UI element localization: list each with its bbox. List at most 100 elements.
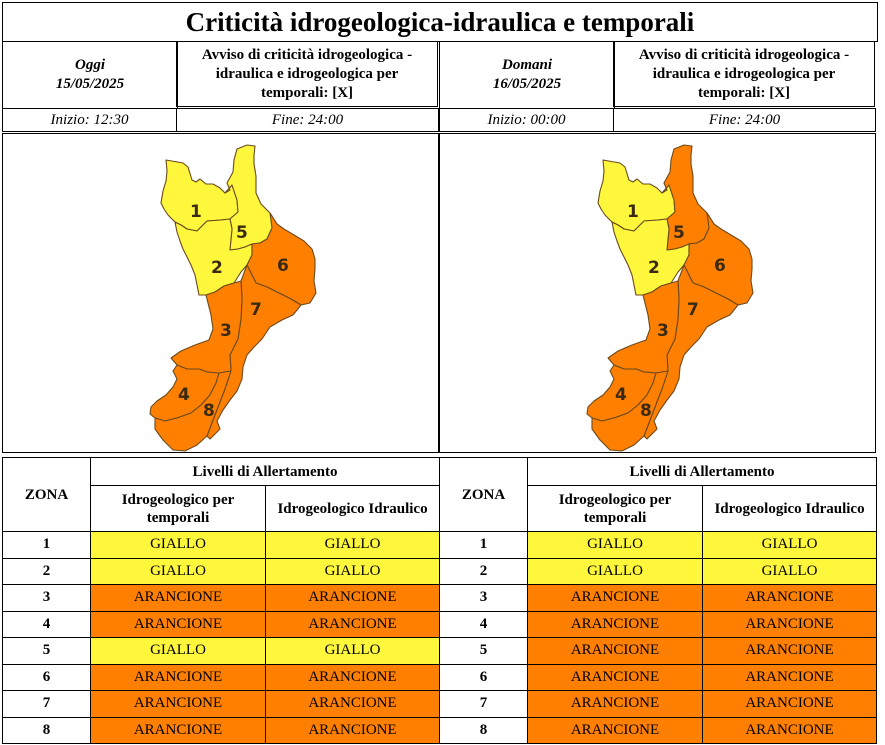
- level-idraulico: ARANCIONE: [264, 690, 441, 718]
- map-label-4: 4: [178, 385, 190, 405]
- map-label-6: 6: [277, 256, 289, 276]
- table-row: 3 ARANCIONE ARANCIONE: [439, 584, 878, 612]
- table-row: 5 GIALLO GIALLO: [2, 637, 441, 665]
- level-idraulico: ARANCIONE: [701, 663, 878, 691]
- map-zone-8: [154, 370, 232, 452]
- zone-number: 7: [2, 690, 91, 718]
- alert-table: ZONA Livelli di Allertamento Idrogeologi…: [439, 457, 878, 744]
- level-idraulico: ARANCIONE: [701, 637, 878, 665]
- level-temporali: ARANCIONE: [90, 610, 266, 638]
- level-idraulico: GIALLO: [264, 531, 441, 559]
- level-temporali: GIALLO: [527, 531, 703, 559]
- day-date: 15/05/2025: [55, 76, 125, 92]
- table-row: 8 ARANCIONE ARANCIONE: [2, 716, 441, 744]
- col-temporali-header: Idrogeologico per temporali: [527, 485, 703, 532]
- zone-map: 1 2 3 4 5 6 7 8: [439, 133, 876, 453]
- level-temporali: ARANCIONE: [90, 716, 266, 744]
- map-label-5: 5: [236, 223, 248, 243]
- level-idraulico: GIALLO: [264, 637, 441, 665]
- bulletin-title: Criticità idrogeologica-idraulica e temp…: [2, 2, 878, 42]
- level-temporali: ARANCIONE: [527, 610, 703, 638]
- col-idraulico-header: Idrogeologico Idraulico: [701, 485, 878, 532]
- zone-header: ZONA: [2, 457, 91, 532]
- zone-number: 4: [439, 610, 528, 638]
- map-label-4: 4: [615, 385, 627, 405]
- end-time: Fine: 24:00: [613, 108, 876, 132]
- time-row: Inizio: 00:00 Fine: 24:00: [439, 108, 876, 132]
- start-time: Inizio: 12:30: [2, 108, 177, 132]
- notice-text: Avviso di criticità idrogeologica - idra…: [613, 41, 875, 107]
- day-date: 16/05/2025: [492, 76, 562, 92]
- zone-header: ZONA: [439, 457, 528, 532]
- level-temporali: ARANCIONE: [527, 663, 703, 691]
- level-temporali: ARANCIONE: [527, 584, 703, 612]
- zone-number: 8: [439, 716, 528, 744]
- calabria-map: 1 2 3 4 5 6 7 8: [586, 144, 754, 452]
- day-cell: Oggi 15/05/2025: [2, 41, 178, 109]
- level-temporali: GIALLO: [90, 557, 266, 585]
- table-row: 7 ARANCIONE ARANCIONE: [2, 690, 441, 718]
- panel-header: Oggi 15/05/2025 Avviso di criticità idro…: [2, 41, 439, 109]
- level-temporali: ARANCIONE: [90, 584, 266, 612]
- level-idraulico: ARANCIONE: [264, 610, 441, 638]
- table-body: 1 GIALLO GIALLO 2 GIALLO GIALLO 3 ARANCIONE ARAN…: [439, 531, 878, 744]
- col-idraulico-header: Idrogeologico Idraulico: [264, 485, 441, 532]
- level-idraulico: ARANCIONE: [701, 690, 878, 718]
- level-idraulico: ARANCIONE: [701, 584, 878, 612]
- start-time: Inizio: 00:00: [439, 108, 614, 132]
- level-idraulico: ARANCIONE: [264, 716, 441, 744]
- zone-number: 2: [439, 557, 528, 585]
- alert-table: ZONA Livelli di Allertamento Idrogeologi…: [2, 457, 441, 744]
- table-body: 1 GIALLO GIALLO 2 GIALLO GIALLO 3 ARANCIONE ARAN…: [2, 531, 441, 744]
- day-label: Oggi: [75, 57, 105, 73]
- zone-number: 3: [2, 584, 91, 612]
- level-temporali: ARANCIONE: [90, 690, 266, 718]
- level-temporali: GIALLO: [90, 531, 266, 559]
- level-temporali: ARANCIONE: [527, 690, 703, 718]
- map-zone-8: [591, 370, 669, 452]
- level-idraulico: GIALLO: [264, 557, 441, 585]
- table-row: 4 ARANCIONE ARANCIONE: [2, 610, 441, 638]
- time-row: Inizio: 12:30 Fine: 24:00: [2, 108, 439, 132]
- zone-number: 5: [439, 637, 528, 665]
- notice-text: Avviso di criticità idrogeologica - idra…: [176, 41, 438, 107]
- zone-number: 7: [439, 690, 528, 718]
- level-temporali: ARANCIONE: [527, 716, 703, 744]
- table-row: 1 GIALLO GIALLO: [439, 531, 878, 559]
- zone-number: 5: [2, 637, 91, 665]
- table-row: 3 ARANCIONE ARANCIONE: [2, 584, 441, 612]
- zone-number: 3: [439, 584, 528, 612]
- level-idraulico: GIALLO: [701, 557, 878, 585]
- level-idraulico: GIALLO: [701, 531, 878, 559]
- map-label-7: 7: [250, 300, 262, 320]
- map-label-8: 8: [640, 401, 652, 421]
- calabria-map: 1 2 3 4 5 6 7 8: [149, 144, 317, 452]
- map-label-8: 8: [203, 401, 215, 421]
- map-label-1: 1: [627, 202, 639, 222]
- zone-number: 1: [439, 531, 528, 559]
- map-label-1: 1: [190, 202, 202, 222]
- zone-map: 1 2 3 4 5 6 7 8: [2, 133, 439, 453]
- table-row: 6 ARANCIONE ARANCIONE: [2, 663, 441, 691]
- map-label-2: 2: [211, 258, 223, 278]
- table-row: 4 ARANCIONE ARANCIONE: [439, 610, 878, 638]
- level-idraulico: ARANCIONE: [264, 584, 441, 612]
- level-idraulico: ARANCIONE: [264, 663, 441, 691]
- level-temporali: ARANCIONE: [90, 663, 266, 691]
- panel-header: Domani 16/05/2025 Avviso di criticità id…: [439, 41, 876, 109]
- table-row: 2 GIALLO GIALLO: [2, 557, 441, 585]
- level-idraulico: ARANCIONE: [701, 716, 878, 744]
- zone-number: 4: [2, 610, 91, 638]
- zone-number: 2: [2, 557, 91, 585]
- levels-header: Livelli di Allertamento: [526, 457, 878, 486]
- zone-number: 6: [439, 663, 528, 691]
- table-row: 2 GIALLO GIALLO: [439, 557, 878, 585]
- map-label-6: 6: [714, 256, 726, 276]
- level-temporali: GIALLO: [90, 637, 266, 665]
- table-row: 7 ARANCIONE ARANCIONE: [439, 690, 878, 718]
- level-temporali: ARANCIONE: [527, 637, 703, 665]
- zone-number: 1: [2, 531, 91, 559]
- table-row: 8 ARANCIONE ARANCIONE: [439, 716, 878, 744]
- zone-number: 8: [2, 716, 91, 744]
